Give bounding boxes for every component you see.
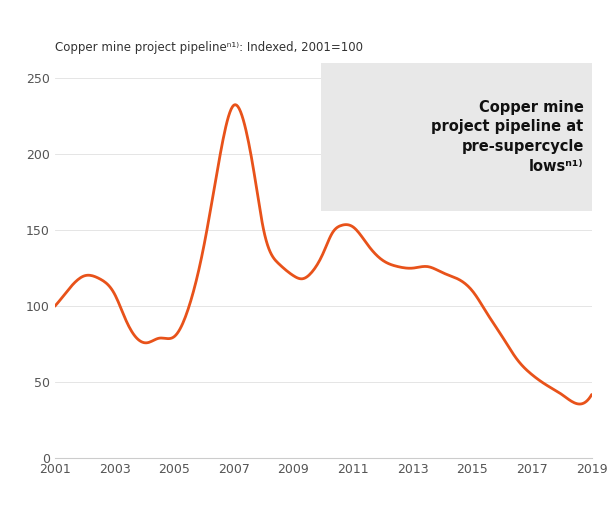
Text: Copper mine project pipelineⁿ¹⁾: Indexed, 2001=100: Copper mine project pipelineⁿ¹⁾: Indexed… <box>55 41 363 54</box>
Text: Copper mine
project pipeline at
pre-supercycle
lowsⁿ¹⁾: Copper mine project pipeline at pre-supe… <box>431 100 584 174</box>
FancyBboxPatch shape <box>321 63 592 211</box>
